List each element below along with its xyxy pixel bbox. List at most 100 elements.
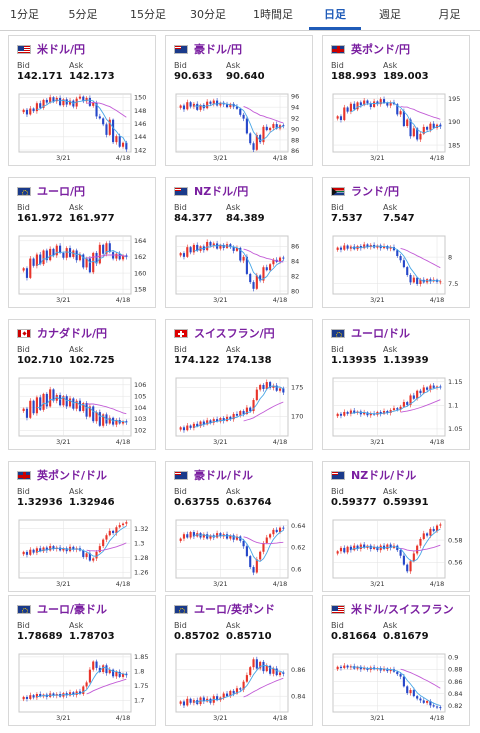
candle xyxy=(363,541,366,550)
candle xyxy=(339,245,343,253)
currency-card[interactable]: NZドル/ドル Bid Ask 0.59377 0.59391 3/21 4/18 0.58 0… xyxy=(322,461,470,592)
candle xyxy=(245,543,248,558)
candle xyxy=(389,542,392,551)
moving-average-short xyxy=(36,396,127,423)
tab-7[interactable]: 月足 xyxy=(438,8,461,21)
candle xyxy=(366,243,369,249)
tab-1[interactable]: 5分足 xyxy=(68,8,98,21)
price-chart[interactable]: 3/21 4/18 8 7.5 xyxy=(331,232,463,304)
pair-name[interactable]: 豪ドル/円 xyxy=(194,43,243,56)
price-chart[interactable]: 3/21 4/18 195 190 185 xyxy=(331,90,463,162)
currency-card[interactable]: スイスフラン/円 Bid Ask 174.122 174.138 3/21 4/18 175 1… xyxy=(165,319,313,450)
bid-value: 102.710 xyxy=(17,355,63,366)
currency-card[interactable]: ユーロ/円 Bid Ask 161.972 161.977 3/21 4/18 164 162 1… xyxy=(8,177,156,308)
y-tick-label: 0.56 xyxy=(448,559,462,567)
price-chart[interactable]: 3/21 4/18 96 94 92 90 88 86 xyxy=(174,90,306,162)
pair-name[interactable]: カナダドル/円 xyxy=(37,327,108,340)
tab-5[interactable]: 日足 xyxy=(309,0,361,30)
candle xyxy=(95,251,98,266)
currency-card[interactable]: 豪ドル/円 Bid Ask 90.633 90.640 3/21 4/18 96 94 92 90 8… xyxy=(165,35,313,166)
pair-name[interactable]: 英ポンド/円 xyxy=(351,43,411,56)
currency-card[interactable]: 米ドル/スイスフラン Bid Ask 0.81664 0.81679 3/21 4/18 0.… xyxy=(322,595,470,726)
pair-name[interactable]: NZドル/円 xyxy=(194,185,249,198)
pair-name[interactable]: ユーロ/豪ドル xyxy=(37,603,108,616)
currency-card[interactable]: 英ポンド/円 Bid Ask 188.993 189.003 3/21 4/18 195 190… xyxy=(322,35,470,166)
y-tick-label: 0.64 xyxy=(291,522,305,530)
x-tick-label: 3/21 xyxy=(370,438,385,446)
price-chart[interactable]: 3/21 4/18 175 170 xyxy=(174,374,306,446)
currency-card[interactable]: 米ドル/円 Bid Ask 142.171 142.173 3/21 4/18 150 148 1… xyxy=(8,35,156,166)
tab-2[interactable]: 15分足 xyxy=(130,8,166,21)
bid-value: 1.13935 xyxy=(331,355,377,366)
pair-name[interactable]: 米ドル/円 xyxy=(37,43,86,56)
candle xyxy=(182,251,186,260)
price-chart[interactable]: 3/21 4/18 106 105 104 103 102 xyxy=(17,374,149,446)
candle xyxy=(222,691,225,701)
x-tick-label: 4/18 xyxy=(430,296,445,304)
price-chart[interactable]: 3/21 4/18 0.86 0.84 xyxy=(174,650,306,722)
us-flag-icon xyxy=(331,604,345,614)
tab-0[interactable]: 1分足 xyxy=(10,8,39,21)
currency-card[interactable]: カナダドル/円 Bid Ask 102.710 102.725 3/21 4/18 106 10… xyxy=(8,319,156,450)
candle xyxy=(82,253,85,270)
currency-card[interactable]: 豪ドル/ドル Bid Ask 0.63755 0.63764 3/21 4/18 0.64 0.… xyxy=(165,461,313,592)
pair-name[interactable]: 英ポンド/ドル xyxy=(37,469,108,482)
candle xyxy=(346,410,349,416)
tab-6[interactable]: 週足 xyxy=(379,8,401,21)
candle xyxy=(85,401,88,420)
pair-name[interactable]: ユーロ/円 xyxy=(37,185,86,198)
currency-card[interactable]: NZドル/円 Bid Ask 84.377 84.389 3/21 4/18 86 84 82 80 xyxy=(165,177,313,308)
currency-card[interactable]: ランド/円 Bid Ask 7.537 7.547 3/21 4/18 8 7.5 xyxy=(322,177,470,308)
candle xyxy=(189,530,192,540)
pair-name[interactable]: ユーロ/ドル xyxy=(351,327,411,340)
price-chart[interactable]: 3/21 4/18 86 84 82 80 xyxy=(174,232,306,304)
candle xyxy=(402,399,405,408)
tab-3[interactable]: 30分足 xyxy=(190,8,226,21)
price-chart[interactable]: 3/21 4/18 1.85 1.8 1.75 1.7 xyxy=(17,650,149,722)
y-tick-label: 1.15 xyxy=(448,378,462,386)
ask-label: Ask xyxy=(226,61,241,70)
price-chart[interactable]: 3/21 4/18 150 148 146 144 142 xyxy=(17,90,149,162)
candle xyxy=(75,248,78,263)
candle xyxy=(429,699,432,708)
candle xyxy=(282,670,285,677)
bid-value: 0.81664 xyxy=(331,631,377,642)
price-chart[interactable]: 3/21 4/18 164 162 160 158 xyxy=(17,232,149,304)
x-tick-label: 3/21 xyxy=(370,154,385,162)
x-tick-label: 3/21 xyxy=(56,438,71,446)
candle xyxy=(229,689,232,699)
pair-name[interactable]: ユーロ/英ポンド xyxy=(194,603,276,616)
tab-4[interactable]: 1時間足 xyxy=(253,8,293,21)
moving-average-long xyxy=(86,678,127,695)
candle xyxy=(275,121,278,130)
pair-name[interactable]: スイスフラン/円 xyxy=(194,327,275,340)
candle xyxy=(249,554,252,569)
bid-value: 0.63755 xyxy=(174,497,220,508)
pair-name[interactable]: 豪ドル/ドル xyxy=(194,469,254,482)
card-title: ユーロ/豪ドル xyxy=(17,602,107,616)
currency-card[interactable]: ユーロ/英ポンド Bid Ask 0.85702 0.85710 3/21 4/18 0.86… xyxy=(165,595,313,726)
pair-name[interactable]: ランド/円 xyxy=(351,185,400,198)
currency-card[interactable]: ユーロ/ドル Bid Ask 1.13935 1.13939 3/21 4/18 1.15 1.… xyxy=(322,319,470,450)
price-chart[interactable]: 3/21 4/18 1.32 1.3 1.28 1.26 xyxy=(17,516,149,588)
price-chart[interactable]: 3/21 4/18 0.58 0.56 xyxy=(331,516,463,588)
pair-name[interactable]: 米ドル/スイスフラン xyxy=(351,603,454,616)
candle xyxy=(346,106,349,114)
candle xyxy=(259,133,262,145)
price-chart[interactable]: 3/21 4/18 0.64 0.62 0.6 xyxy=(174,516,306,588)
y-tick-label: 170 xyxy=(291,413,303,421)
x-tick-label: 4/18 xyxy=(116,580,131,588)
currency-card[interactable]: ユーロ/豪ドル Bid Ask 1.78689 1.78703 3/21 4/18 1.85 1… xyxy=(8,595,156,726)
price-chart[interactable]: 3/21 4/18 1.15 1.1 1.05 xyxy=(331,374,463,446)
candle xyxy=(199,420,202,428)
candle xyxy=(202,419,205,427)
candle xyxy=(379,410,382,417)
ask-label: Ask xyxy=(69,61,84,70)
bid-value: 142.171 xyxy=(17,71,63,82)
bid-label: Bid xyxy=(331,345,344,354)
pair-name[interactable]: NZドル/ドル xyxy=(351,469,417,482)
currency-card[interactable]: 英ポンド/ドル Bid Ask 1.32936 1.32946 3/21 4/18 1.32 1… xyxy=(8,461,156,592)
price-chart[interactable]: 3/21 4/18 0.9 0.88 0.86 0.84 0.82 xyxy=(331,650,463,722)
candle xyxy=(125,520,128,527)
candle xyxy=(439,522,442,529)
